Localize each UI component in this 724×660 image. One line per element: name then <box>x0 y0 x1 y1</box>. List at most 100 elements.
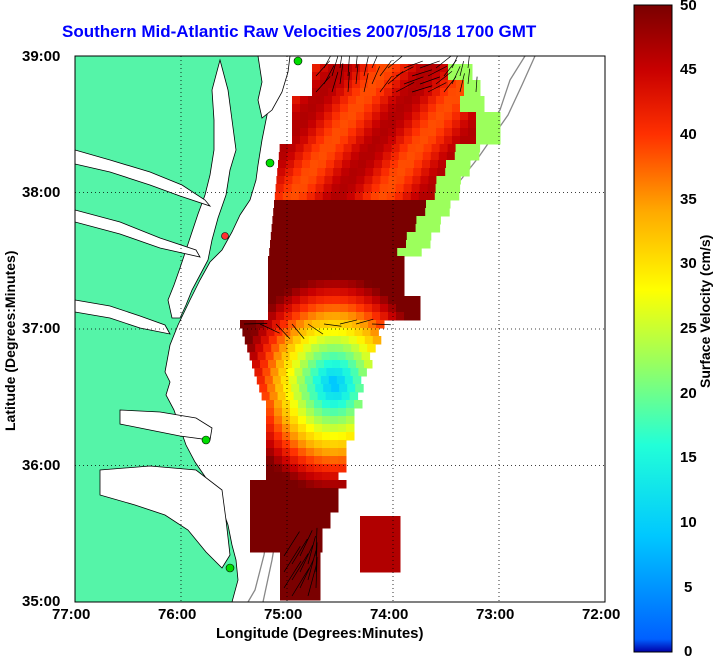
velocity-cell <box>314 440 323 449</box>
velocity-cell <box>314 200 323 209</box>
velocity-cell <box>362 200 371 209</box>
velocity-cell <box>484 128 493 137</box>
x-tick-label: 74:00 <box>370 606 409 623</box>
velocity-cell <box>354 400 363 409</box>
velocity-cell <box>390 232 400 241</box>
velocity-cell <box>472 88 481 97</box>
velocity-cell <box>349 248 358 257</box>
velocity-cell <box>332 176 341 185</box>
velocity-cell <box>372 256 381 265</box>
velocity-cell <box>312 64 321 73</box>
velocity-cell <box>372 304 381 313</box>
velocity-arrow <box>299 544 314 573</box>
velocity-cell <box>348 280 357 289</box>
velocity-cell <box>279 144 289 153</box>
velocity-cell <box>312 592 321 601</box>
colorbar-tick-label: 30 <box>680 255 697 272</box>
velocity-cell <box>355 184 365 193</box>
velocity-cell <box>407 144 417 153</box>
velocity-cell <box>266 432 275 441</box>
velocity-cell <box>436 136 445 145</box>
velocity-cell <box>351 144 361 153</box>
velocity-arrow <box>379 60 392 77</box>
velocity-cell <box>274 328 283 337</box>
velocity-cell <box>396 256 405 265</box>
velocity-cell <box>282 464 291 473</box>
velocity-cell <box>316 360 325 369</box>
velocity-cell <box>356 336 366 345</box>
velocity-cell <box>396 120 405 129</box>
velocity-cell <box>392 80 401 89</box>
velocity-cell <box>460 96 469 105</box>
velocity-cell <box>274 408 283 417</box>
velocity-arrow <box>315 76 331 93</box>
velocity-cell <box>356 136 365 145</box>
velocity-cell <box>304 216 313 225</box>
velocity-cell <box>348 136 357 145</box>
velocity-cell <box>280 320 289 329</box>
velocity-cell <box>420 120 429 129</box>
velocity-cell <box>356 112 365 121</box>
velocity-cell <box>412 104 421 113</box>
velocity-cell <box>388 304 397 313</box>
rappahannock-river <box>75 209 201 258</box>
velocity-cell <box>376 564 385 573</box>
velocity-cell <box>420 136 429 145</box>
velocity-cell <box>358 368 367 377</box>
velocity-cell <box>274 416 283 425</box>
velocity-cell <box>306 192 316 201</box>
velocity-cell <box>442 200 451 209</box>
velocity-cell <box>279 344 288 353</box>
velocity-cell <box>384 548 393 557</box>
velocity-cell <box>412 136 421 145</box>
velocity-cell <box>306 528 315 537</box>
velocity-cell <box>299 184 309 193</box>
velocity-cell <box>364 136 373 145</box>
velocity-cell <box>320 72 329 81</box>
velocity-cell <box>324 296 333 305</box>
velocity-cell <box>342 240 351 249</box>
velocity-cell <box>334 152 344 161</box>
velocity-cell <box>312 216 321 225</box>
velocity-cell <box>276 336 286 345</box>
velocity-cell <box>322 448 331 457</box>
velocity-cell <box>301 248 310 257</box>
velocity-cell <box>306 448 315 457</box>
velocity-arrow <box>403 60 423 69</box>
velocity-cell <box>334 240 343 249</box>
velocity-cell <box>389 168 398 177</box>
velocity-cell <box>250 328 259 337</box>
velocity-cell <box>322 456 331 465</box>
velocity-cell <box>368 72 377 81</box>
velocity-cell <box>296 576 305 585</box>
velocity-cell <box>396 296 405 305</box>
velocity-cell <box>274 456 283 465</box>
velocity-cell <box>338 480 347 489</box>
velocity-cell <box>282 200 291 209</box>
velocity-cell <box>340 280 349 289</box>
velocity-cell <box>372 288 381 297</box>
velocity-cell <box>376 216 385 225</box>
velocity-cell <box>296 376 306 385</box>
velocity-arrow <box>467 56 470 69</box>
velocity-cell <box>268 280 277 289</box>
velocity-cell <box>301 392 311 401</box>
velocity-cell <box>384 516 393 525</box>
velocity-cell <box>312 584 321 593</box>
velocity-cell <box>276 272 285 281</box>
velocity-cell <box>288 216 297 225</box>
velocity-cell <box>374 232 384 241</box>
velocity-cell <box>404 96 413 105</box>
velocity-cell <box>368 80 377 89</box>
velocity-cell <box>266 480 275 489</box>
velocity-cell <box>258 496 267 505</box>
velocity-cell <box>309 248 318 257</box>
velocity-cell <box>260 336 270 345</box>
velocity-cell <box>386 192 396 201</box>
velocity-cell <box>360 64 369 73</box>
velocity-cell <box>292 96 301 105</box>
velocity-cell <box>432 80 441 89</box>
velocity-cell <box>332 360 341 369</box>
velocity-cell <box>298 456 307 465</box>
colorbar-tick-label: 35 <box>680 191 697 208</box>
